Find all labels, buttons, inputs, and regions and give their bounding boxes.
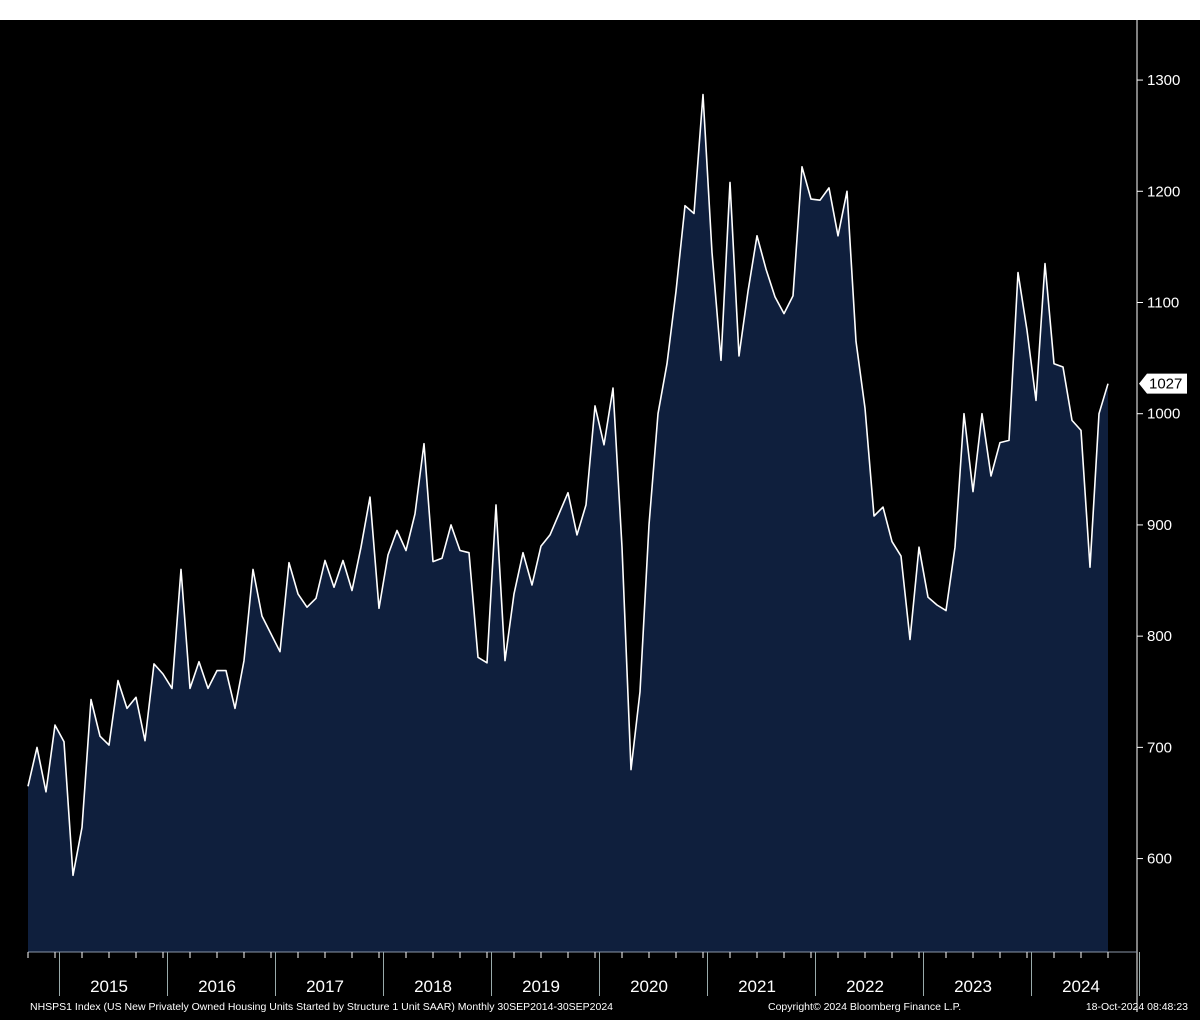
year-label: 2019: [522, 977, 560, 996]
plot-area: [27, 93, 1109, 952]
year-label: 2022: [846, 977, 884, 996]
last-value-label: 1027: [1149, 376, 1182, 393]
year-label: 2023: [954, 977, 992, 996]
year-label: 2021: [738, 977, 776, 996]
year-label: 2017: [306, 977, 344, 996]
y-tick-label: 1300: [1147, 72, 1180, 89]
year-label: 2020: [630, 977, 668, 996]
footer: NHSPS1 Index (US New Privately Owned Hou…: [30, 1001, 1188, 1013]
x-axis: 2015 2016 2017 2018 2019 2020 2021 2022 2023 2024: [27, 951, 1140, 996]
series-area-fill: [28, 94, 1108, 952]
y-tick-label: 700: [1147, 739, 1172, 756]
y-tick-label: 600: [1147, 851, 1172, 868]
y-tick-label: 1000: [1147, 406, 1180, 423]
year-label: 2018: [414, 977, 452, 996]
y-tick-label: 900: [1147, 517, 1172, 534]
series-line: [27, 93, 1109, 877]
last-value-marker: [1139, 373, 1187, 394]
footer-copyright: Copyright© 2024 Bloomberg Finance L.P.: [768, 1001, 961, 1013]
y-tick-label: 1100: [1147, 294, 1179, 311]
year-label: 2024: [1062, 977, 1100, 996]
y-tick-label: 1200: [1147, 183, 1180, 200]
year-label: 2016: [198, 977, 236, 996]
footer-timestamp: 18-Oct-2024 08:48:23: [1086, 1001, 1188, 1013]
y-axis: 600 700 800 900 1000 1100 1200 1300 1027: [1136, 20, 1187, 1012]
footer-description: NHSPS1 Index (US New Privately Owned Hou…: [30, 1001, 613, 1013]
year-label: 2015: [90, 977, 128, 996]
y-tick-label: 800: [1147, 628, 1172, 645]
